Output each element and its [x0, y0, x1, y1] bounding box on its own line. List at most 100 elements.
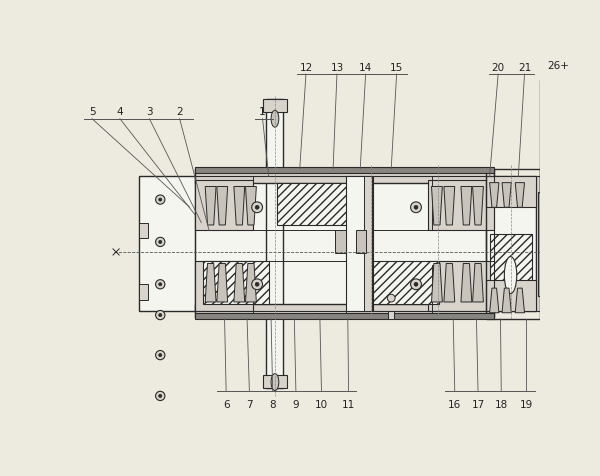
Bar [266, 99, 283, 388]
Bar [538, 192, 540, 296]
Bar [486, 169, 540, 319]
Polygon shape [461, 264, 472, 302]
Circle shape [155, 238, 165, 247]
Bar [428, 261, 493, 311]
Text: 16: 16 [448, 400, 461, 410]
Circle shape [155, 279, 165, 289]
Circle shape [255, 205, 259, 209]
Text: 13: 13 [331, 62, 344, 72]
Circle shape [255, 282, 259, 286]
Bar [486, 280, 536, 311]
Circle shape [158, 240, 162, 243]
Text: 7: 7 [246, 400, 253, 410]
Bar [538, 177, 540, 311]
Bar [490, 234, 532, 307]
Polygon shape [502, 183, 511, 207]
Circle shape [158, 198, 162, 201]
Circle shape [155, 195, 165, 204]
Bar [428, 180, 493, 230]
Bar [195, 180, 253, 230]
Polygon shape [217, 187, 227, 225]
Bar [388, 311, 394, 319]
Bar [195, 169, 493, 183]
Polygon shape [461, 187, 472, 225]
Text: 26+: 26+ [548, 61, 569, 71]
Bar [263, 375, 287, 388]
Circle shape [410, 202, 421, 213]
Polygon shape [245, 264, 256, 302]
Text: 14: 14 [359, 62, 372, 72]
Text: 3: 3 [146, 107, 153, 117]
Polygon shape [431, 187, 442, 225]
Polygon shape [234, 187, 245, 225]
Polygon shape [205, 187, 216, 225]
Text: 15: 15 [390, 62, 403, 72]
Circle shape [414, 282, 418, 286]
Polygon shape [217, 264, 227, 302]
Text: 12: 12 [299, 62, 313, 72]
Circle shape [158, 395, 162, 397]
Polygon shape [490, 183, 499, 207]
Bar [540, 80, 577, 194]
Polygon shape [234, 264, 245, 302]
Bar [139, 177, 199, 311]
Bar [346, 177, 373, 311]
Circle shape [252, 279, 263, 290]
Text: 10: 10 [315, 400, 328, 410]
Polygon shape [473, 264, 484, 302]
Bar [536, 177, 540, 311]
Text: 8: 8 [269, 400, 276, 410]
Bar [195, 313, 493, 319]
Polygon shape [473, 187, 484, 225]
Polygon shape [515, 288, 524, 313]
Text: 18: 18 [494, 400, 508, 410]
Circle shape [414, 205, 418, 209]
Text: 2: 2 [176, 107, 183, 117]
Circle shape [388, 294, 395, 302]
Bar [195, 177, 493, 311]
Bar [263, 99, 287, 112]
Circle shape [410, 279, 421, 290]
Bar [365, 261, 439, 304]
Bar [364, 177, 372, 311]
Polygon shape [444, 187, 455, 225]
Bar [356, 230, 367, 253]
Text: 9: 9 [293, 400, 299, 410]
Text: 19: 19 [520, 400, 533, 410]
Polygon shape [502, 288, 511, 313]
Text: 4: 4 [116, 107, 123, 117]
Bar [544, 80, 574, 188]
Bar [277, 183, 365, 225]
Polygon shape [431, 264, 442, 302]
Polygon shape [515, 183, 524, 207]
Bar [195, 304, 493, 317]
Bar [486, 177, 536, 207]
Text: 5: 5 [89, 107, 95, 117]
Ellipse shape [505, 257, 517, 294]
Circle shape [158, 283, 162, 286]
Text: 11: 11 [342, 400, 355, 410]
Circle shape [252, 202, 263, 213]
Circle shape [158, 354, 162, 357]
Text: 1: 1 [259, 107, 266, 117]
Bar [486, 177, 536, 311]
Circle shape [155, 391, 165, 400]
Circle shape [155, 350, 165, 360]
Circle shape [155, 310, 165, 320]
Polygon shape [245, 187, 256, 225]
Polygon shape [444, 264, 455, 302]
Bar [139, 284, 148, 300]
Polygon shape [490, 288, 499, 313]
Text: 20: 20 [491, 62, 505, 72]
Bar [195, 261, 253, 311]
Text: 17: 17 [472, 400, 485, 410]
Circle shape [158, 314, 162, 317]
Bar [335, 230, 346, 253]
Ellipse shape [553, 115, 564, 146]
Bar [139, 223, 148, 238]
Bar [195, 167, 493, 173]
Polygon shape [205, 264, 216, 302]
Text: 21: 21 [518, 62, 531, 72]
Bar [203, 261, 269, 304]
Ellipse shape [271, 110, 279, 127]
